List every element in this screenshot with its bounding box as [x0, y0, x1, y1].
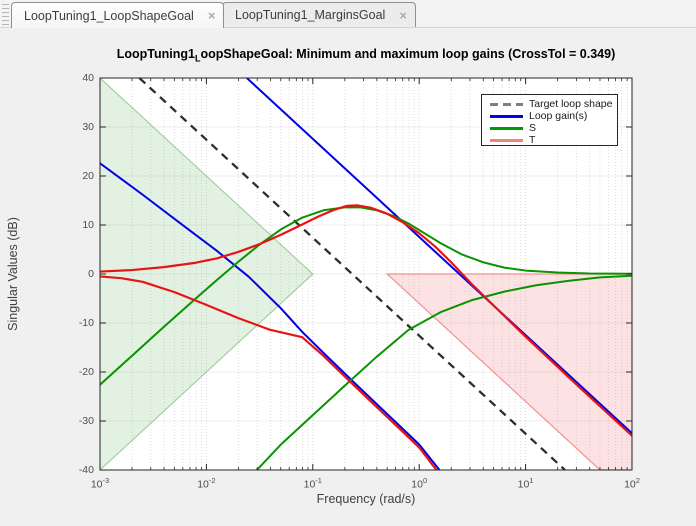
legend-swatch [490, 139, 523, 142]
drag-grip-icon[interactable] [2, 4, 9, 25]
legend-label: T [529, 134, 536, 146]
curve-t-min [100, 275, 438, 470]
legend-swatch [490, 115, 523, 118]
y-tick-label: -10 [78, 317, 94, 329]
y-tick-label: 30 [82, 121, 94, 133]
tab-loopshapegoal[interactable]: LoopTuning1_LoopShapeGoal × [11, 2, 225, 28]
legend-label: Loop gain(s) [529, 110, 588, 122]
document-tab-bar: LoopTuning1_LoopShapeGoal × LoopTuning1_… [0, 0, 696, 28]
y-tick-label: 40 [82, 72, 94, 84]
legend-entry-1: Loop gain(s) [490, 111, 617, 122]
curve-loop-gain-min [100, 162, 441, 470]
title-subscript: L [194, 53, 201, 64]
x-tick-label: 101 [517, 476, 534, 491]
title-rest: oopShapeGoal: Minimum and maximum loop g… [200, 47, 616, 61]
legend-label: Target loop shape [529, 98, 613, 110]
close-icon[interactable]: × [399, 7, 407, 23]
loop-gains-plot [99, 77, 633, 471]
x-tick-label: 100 [411, 476, 428, 491]
x-tick-label: 10-2 [197, 476, 216, 491]
axes-border [99, 77, 633, 471]
tab-label: LoopTuning1_MarginsGoal [235, 8, 386, 22]
curve-s-min [255, 274, 632, 470]
legend-entry-3: T [490, 135, 617, 146]
curve-target-loop-shape [138, 78, 566, 470]
tab-label: LoopTuning1_LoopShapeGoal [24, 8, 194, 23]
plot-title: LoopTuning1LoopShapeGoal: Minimum and ma… [100, 47, 632, 64]
x-axis-label: Frequency (rad/s) [316, 492, 416, 506]
y-tick-label: -20 [78, 366, 94, 378]
tab-marginsgoal[interactable]: LoopTuning1_MarginsGoal × [222, 2, 416, 27]
curve-loop-gain-max [246, 78, 632, 434]
y-tick-label: 20 [82, 170, 94, 182]
y-tick-label: -30 [78, 415, 94, 427]
curve-t-max [100, 204, 632, 437]
x-tick-label: 10-3 [90, 476, 110, 491]
x-tick-label: 102 [624, 476, 640, 491]
y-tick-label: 10 [82, 219, 94, 231]
legend-swatch [490, 103, 523, 106]
title-prefix: LoopTuning1 [116, 47, 195, 61]
y-axis-label: Singular Values (dB) [6, 217, 20, 331]
legend-entry-0: Target loop shape [490, 99, 617, 110]
region-min-loop-gain-bound [100, 78, 314, 470]
y-tick-label: -40 [78, 464, 94, 476]
y-tick-label: 0 [88, 268, 94, 280]
curve-s-max [100, 206, 632, 386]
figure-canvas: LoopTuning1LoopShapeGoal: Minimum and ma… [0, 28, 696, 526]
legend-swatch [490, 127, 523, 130]
x-tick-label: 10-1 [303, 476, 322, 491]
legend[interactable]: Target loop shape Loop gain(s) S T [481, 94, 618, 146]
region-max-loop-gain-bound [385, 273, 632, 470]
legend-label: S [529, 122, 537, 134]
legend-entry-2: S [490, 123, 617, 134]
close-icon[interactable]: × [207, 8, 216, 23]
